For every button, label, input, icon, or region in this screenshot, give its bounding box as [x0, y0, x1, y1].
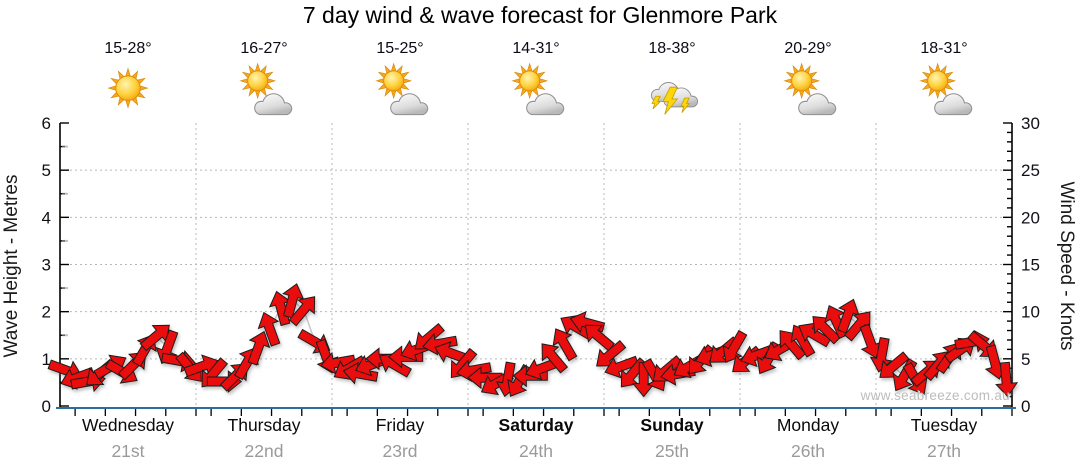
- svg-text:10: 10: [1021, 303, 1040, 322]
- partly-cloudy-icon: [783, 62, 837, 116]
- day-label-saturday: Saturday: [498, 415, 574, 435]
- svg-text:5: 5: [1021, 350, 1030, 369]
- day-label-thursday: Thursday: [227, 415, 301, 435]
- weather-icon-cell-sunday: [604, 60, 740, 123]
- weather-icon-cell-wednesday: [60, 60, 196, 123]
- svg-text:1: 1: [42, 350, 51, 369]
- weather-icon-cell-monday: [740, 60, 876, 123]
- temperature-range-sunday: 18-38°: [648, 40, 696, 57]
- svg-text:4: 4: [42, 208, 51, 227]
- partly-cloudy-icon: [919, 62, 973, 116]
- partly-cloudy-icon: [375, 62, 429, 116]
- temperature-range-saturday: 14-31°: [512, 40, 560, 57]
- svg-text:0: 0: [42, 397, 51, 416]
- temperature-range-wednesday: 15-28°: [104, 40, 152, 57]
- date-label-24th: 24th: [518, 441, 554, 461]
- temperature-range-thursday: 16-27°: [240, 40, 288, 57]
- svg-text:5: 5: [42, 161, 51, 180]
- partly-cloudy-icon: [239, 62, 293, 116]
- svg-text:2: 2: [42, 303, 51, 322]
- svg-text:0: 0: [1021, 397, 1030, 416]
- partly-cloudy-icon: [511, 62, 565, 116]
- svg-text:3: 3: [42, 256, 51, 275]
- day-label-sunday: Sunday: [640, 415, 704, 435]
- svg-text:30: 30: [1021, 114, 1040, 133]
- svg-text:6: 6: [42, 114, 51, 133]
- temperature-range-friday: 15-25°: [376, 40, 424, 57]
- date-label-22nd: 22nd: [244, 441, 284, 461]
- temperature-range-tuesday: 18-31°: [920, 40, 968, 57]
- weather-icon-cell-thursday: [196, 60, 332, 123]
- left-axis-title: Wave Height - Metres: [1, 174, 22, 358]
- chart-title: 7 day wind & wave forecast for Glenmore …: [302, 2, 778, 28]
- date-label-25th: 25th: [654, 441, 690, 461]
- date-label-27th: 27th: [926, 441, 962, 461]
- svg-text:15: 15: [1021, 256, 1040, 275]
- date-label-26th: 26th: [790, 441, 826, 461]
- day-label-monday: Monday: [776, 415, 840, 435]
- wind-arrow-series: [47, 283, 1019, 398]
- watermark: www.seabreeze.com.au: [860, 388, 1010, 403]
- day-label-friday: Friday: [375, 415, 425, 435]
- date-label-23rd: 23rd: [382, 441, 418, 461]
- day-label-wednesday: Wednesday: [81, 415, 175, 435]
- weather-icon-cell-tuesday: [876, 60, 1012, 123]
- svg-text:25: 25: [1021, 161, 1040, 180]
- thunderstorm-icon: [650, 82, 699, 115]
- temperature-range-monday: 20-29°: [784, 40, 832, 57]
- weather-icon-cell-friday: [332, 60, 468, 123]
- right-axis-title: Wind Speed - Knots: [1056, 181, 1077, 351]
- sunny-icon: [107, 67, 149, 109]
- day-label-tuesday: Tuesday: [910, 415, 978, 435]
- svg-text:20: 20: [1021, 208, 1040, 227]
- date-label-21st: 21st: [111, 441, 145, 461]
- weather-icon-cell-saturday: [468, 60, 604, 123]
